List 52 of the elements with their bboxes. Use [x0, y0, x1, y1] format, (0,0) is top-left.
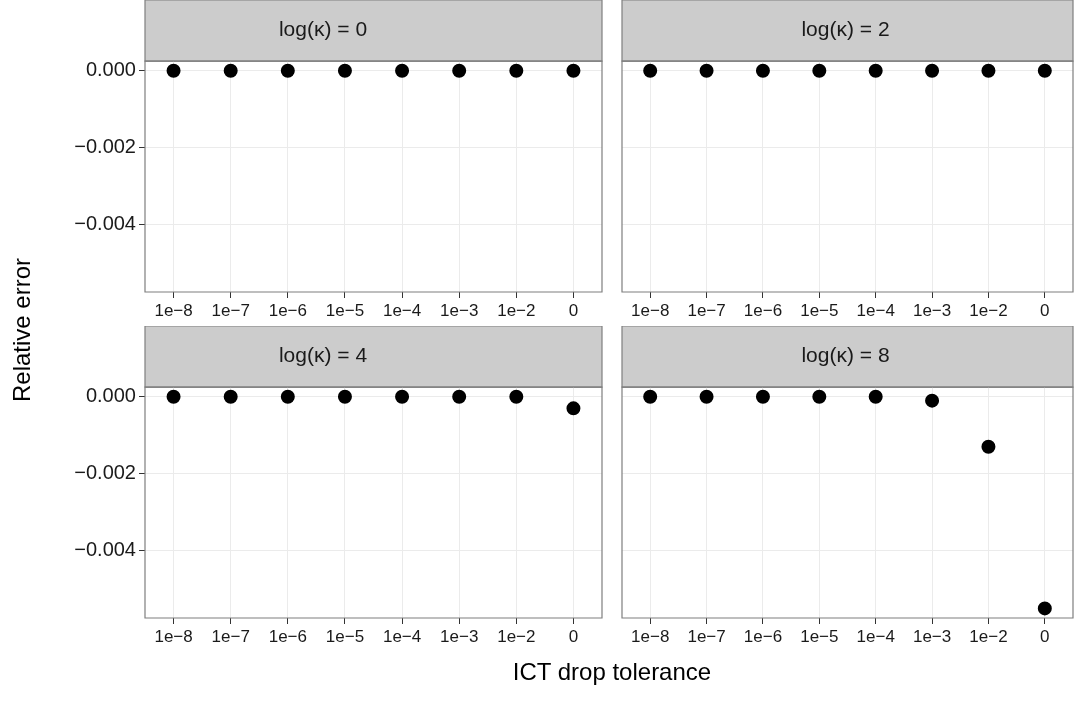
point: [699, 389, 714, 404]
point: [868, 389, 883, 404]
x-tick-label: 1e−3: [440, 626, 479, 646]
x-tick-label: 1e−5: [800, 626, 839, 646]
x-tick-label: 1e−3: [912, 300, 952, 320]
point: [925, 393, 940, 408]
x-tick-label: 1e−2: [969, 626, 1008, 646]
x-axis-title: ICT drop tolerance: [512, 658, 712, 686]
y-tick-label: 0.000: [85, 58, 136, 81]
y-tick-label: 0.000: [85, 384, 136, 407]
x-tick-label: 1e−2: [497, 626, 536, 646]
chart-title: log(κ) = 8: [801, 343, 890, 367]
x-tick-label: 1e−8: [631, 626, 670, 646]
chart-title: log(κ) = 4: [278, 343, 368, 367]
x-tick-label: 1e−5: [325, 300, 365, 320]
y-tick-label: −0.002: [74, 135, 136, 158]
x-tick-label: 1e−6: [743, 300, 783, 320]
y-tick-label: −0.004: [74, 212, 136, 235]
x-tick-label: 0: [1040, 626, 1050, 646]
x-tick-label: 1e−7: [211, 300, 250, 320]
x-tick-label: 1e−4: [856, 300, 895, 320]
point: [643, 389, 658, 404]
x-tick-label: 1e−6: [268, 300, 307, 320]
x-tick-label: 1e−2: [497, 300, 536, 320]
y-tick-label: −0.002: [74, 461, 136, 484]
x-tick-label: 0: [568, 626, 579, 646]
x-tick-label: 1e−7: [687, 300, 726, 320]
point: [812, 389, 827, 404]
point: [755, 389, 770, 404]
x-tick-label: 1e−5: [800, 300, 839, 320]
x-tick-label: 1e−3: [440, 300, 479, 320]
x-tick-label: 1e−6: [743, 626, 783, 646]
x-tick-label: 1e−7: [211, 626, 250, 646]
x-tick-label: 1e−8: [631, 300, 670, 320]
point: [1037, 601, 1052, 616]
x-tick-label: 1e−5: [325, 626, 365, 646]
x-tick-label: 1e−7: [687, 626, 726, 646]
x-tick-label: 0: [568, 300, 579, 320]
chart-title: log(κ) = 2: [801, 17, 890, 41]
x-tick-label: 1e−8: [154, 626, 193, 646]
x-tick-label: 1e−8: [154, 300, 193, 320]
x-tick-label: 1e−2: [969, 300, 1008, 320]
chart-title: log(κ) = 0: [278, 17, 368, 41]
x-tick-label: 1e−4: [856, 626, 895, 646]
x-tick-label: 1e−6: [268, 626, 307, 646]
x-tick-label: 0: [1040, 300, 1050, 320]
y-axis-title: Relative error: [8, 257, 36, 403]
point: [981, 439, 996, 454]
x-tick-label: 1e−4: [382, 300, 422, 320]
x-tick-label: 1e−3: [912, 626, 952, 646]
y-tick-label: −0.004: [74, 538, 136, 561]
x-tick-label: 1e−4: [382, 626, 422, 646]
